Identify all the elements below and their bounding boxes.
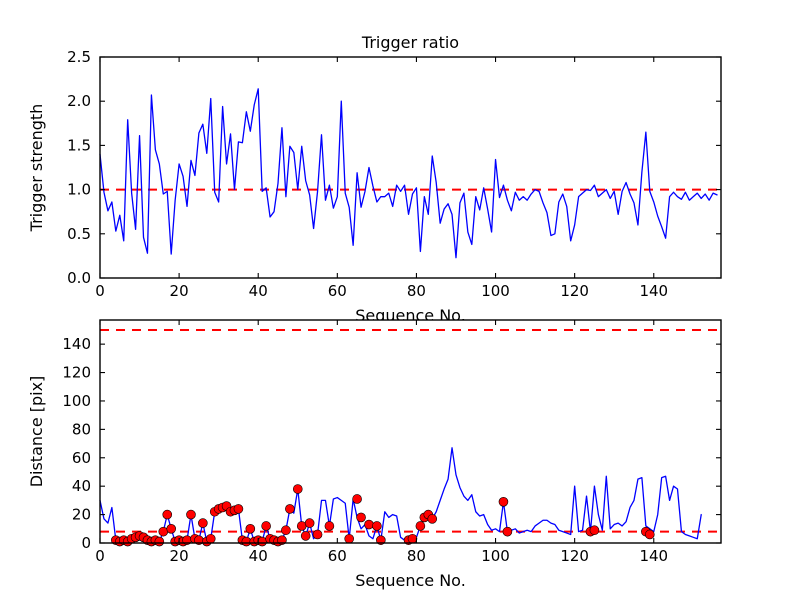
x-tick-label: 20 xyxy=(170,547,189,565)
marker-point xyxy=(198,518,208,528)
panel-distance: 0 20 40 60 80 100 120 140 0 20 40 60 80 100 120 140 Sequ… xyxy=(27,319,722,590)
marker-point xyxy=(407,533,418,544)
y-tick-label: 2.5 xyxy=(67,48,91,66)
x-tick-label: 40 xyxy=(249,547,268,565)
marker-point xyxy=(186,509,196,520)
marker-point xyxy=(644,529,655,540)
marker-point xyxy=(233,504,244,514)
y-tick-label: 120 xyxy=(62,364,91,382)
axes-frame xyxy=(99,319,722,544)
y-tick-label: 40 xyxy=(72,477,91,495)
x-tick-label: 100 xyxy=(481,282,510,300)
x-tick-label: 120 xyxy=(560,282,589,300)
marker-point xyxy=(166,523,176,534)
x-tick-label: 120 xyxy=(560,547,589,565)
y-tick-label: 1.0 xyxy=(67,181,91,199)
marker-point xyxy=(281,525,291,536)
marker-point xyxy=(344,533,354,544)
marker-point xyxy=(285,504,295,514)
marker-point xyxy=(292,484,303,494)
x-tick-label: 60 xyxy=(328,282,347,300)
marker-point xyxy=(205,533,216,544)
y-tick-label: 1.5 xyxy=(67,136,91,154)
x-tick-label: 140 xyxy=(639,282,668,300)
marker-point xyxy=(372,521,382,531)
y-tick-label: 140 xyxy=(62,335,91,353)
marker-point xyxy=(324,521,335,531)
x-tick-label: 80 xyxy=(407,547,426,565)
y-tick-label: 0 xyxy=(81,534,91,552)
marker-point xyxy=(502,526,513,537)
x-tick-label: 140 xyxy=(639,547,668,565)
marker-point xyxy=(162,509,173,520)
x-tick-label: 40 xyxy=(249,282,268,300)
x-axis-label: Sequence No. xyxy=(355,571,466,590)
marker-point xyxy=(245,523,256,534)
x-tick-label: 20 xyxy=(170,282,189,300)
x-tick-label: 0 xyxy=(95,547,105,565)
y-tick-label: 2.0 xyxy=(67,92,91,110)
y-tick-label: 0.0 xyxy=(67,269,91,287)
y-tick-label: 100 xyxy=(62,392,91,410)
panel-trigger-ratio: 0 20 40 60 80 100 120 1400.00.51.01.52.02.5Sequ… xyxy=(27,33,722,325)
x-tick-label: 100 xyxy=(481,547,510,565)
series-line-0 xyxy=(99,88,718,259)
marker-point xyxy=(589,525,600,536)
x-tick-label: 0 xyxy=(95,282,105,300)
series-line-0 xyxy=(99,447,702,543)
x-tick-label: 60 xyxy=(328,547,347,565)
marker-point xyxy=(427,514,438,524)
marker-point xyxy=(415,521,426,531)
y-tick-label: 20 xyxy=(72,506,91,524)
marker-point xyxy=(154,536,165,547)
marker-point xyxy=(364,519,374,530)
plot-background xyxy=(100,57,721,278)
y-axis-label: Distance [pix] xyxy=(27,376,46,488)
y-tick-label: 80 xyxy=(72,420,91,438)
marker-point xyxy=(300,531,311,541)
marker-point xyxy=(261,521,271,531)
axes-frame xyxy=(99,56,722,279)
plot-title: Trigger ratio xyxy=(361,33,459,52)
marker-point xyxy=(356,512,366,523)
plot-background xyxy=(100,320,721,543)
marker-point xyxy=(498,497,509,507)
marker-point xyxy=(312,529,323,540)
y-axis-label: Trigger strength xyxy=(27,104,46,233)
y-tick-label: 60 xyxy=(72,449,91,467)
marker-point xyxy=(352,494,362,504)
marker-point xyxy=(304,518,315,528)
x-tick-label: 80 xyxy=(407,282,426,300)
y-tick-label: 0.5 xyxy=(67,225,91,243)
